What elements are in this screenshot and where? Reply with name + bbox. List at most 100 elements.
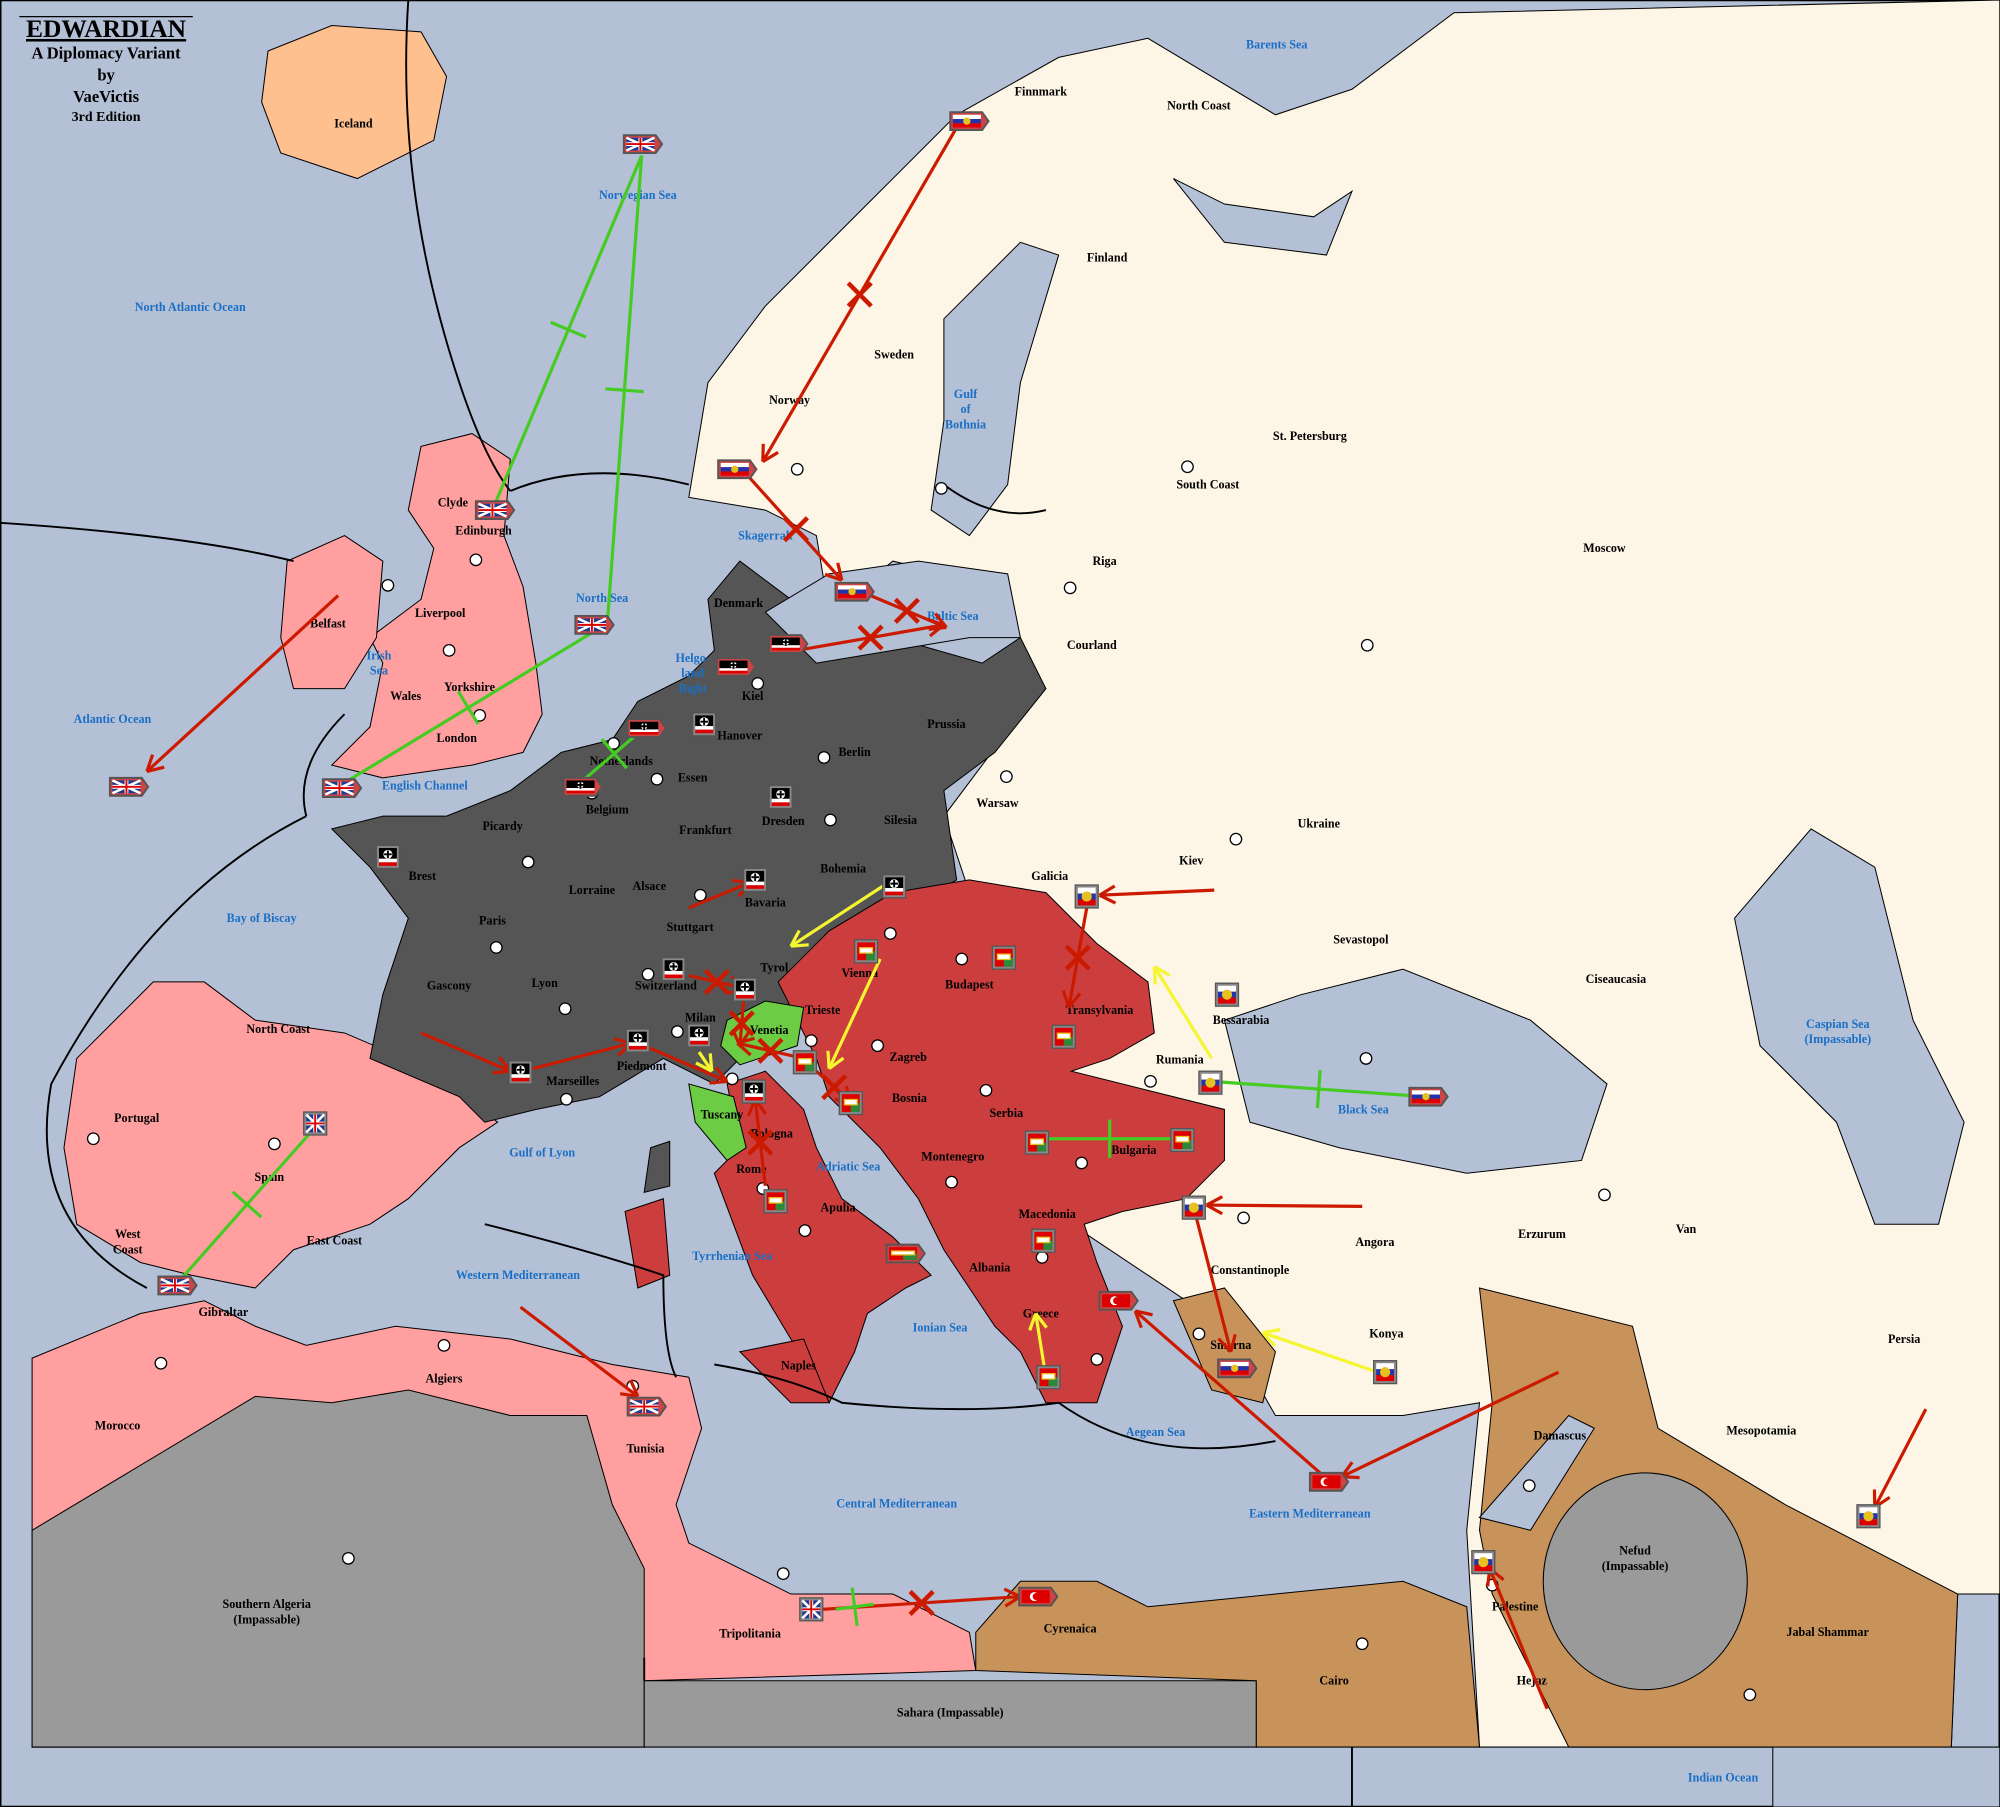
german-iron-cross-flag-icon[interactable] xyxy=(562,776,604,797)
inland-seas xyxy=(764,178,2000,1807)
turkish-crescent-flag-icon[interactable] xyxy=(1098,1290,1139,1311)
failed-order-cross xyxy=(747,1129,774,1156)
move-arrow-head xyxy=(1133,1310,1143,1329)
austro-hungarian-flag-icon[interactable] xyxy=(838,1090,863,1116)
land-label: Gibraltar xyxy=(198,1305,248,1319)
russian-flag-icon[interactable] xyxy=(717,459,758,480)
russian-flag-icon[interactable] xyxy=(1198,1070,1223,1095)
land-label: Picardy xyxy=(482,819,522,833)
support-arrow-head xyxy=(1262,1328,1281,1335)
land-label: Marseilles xyxy=(546,1074,599,1088)
german-iron-cross-flag-icon[interactable] xyxy=(626,718,668,739)
german-iron-cross-flag-icon[interactable] xyxy=(661,957,686,982)
supply-centers xyxy=(86,460,1757,1702)
land-label: Tyrol xyxy=(760,961,788,975)
german-iron-cross-flag-icon[interactable] xyxy=(768,634,809,654)
german-iron-cross-flag-icon[interactable] xyxy=(508,1060,533,1085)
sea-label: Barents Sea xyxy=(1246,37,1307,51)
austro-hungarian-flag-icon[interactable] xyxy=(885,1243,926,1264)
land-label: Montenegro xyxy=(921,1149,984,1163)
support-arrow-head xyxy=(1153,965,1171,977)
german-iron-cross-flag-icon[interactable] xyxy=(692,712,717,737)
supply-center-dot xyxy=(824,813,837,827)
austro-hungarian-flag-icon[interactable] xyxy=(1036,1365,1061,1390)
supply-center-dot xyxy=(607,737,620,750)
supply-center-dot xyxy=(725,1072,739,1086)
move-arrow xyxy=(1488,1567,1549,1710)
austro-hungarian-flag-icon[interactable] xyxy=(1031,1228,1056,1253)
caspian-sea xyxy=(1733,828,1965,1225)
support-arrow-head xyxy=(828,1056,845,1070)
turkish-crescent-flag-icon[interactable] xyxy=(1018,1586,1059,1607)
union-jack-flag-icon[interactable] xyxy=(108,776,150,797)
land-label: Dresden xyxy=(762,814,805,828)
sea-label: North Sea xyxy=(576,591,628,605)
austro-hungarian-flag-icon[interactable] xyxy=(1024,1130,1050,1155)
iceland xyxy=(261,24,448,180)
supply-center-dot xyxy=(558,1002,572,1016)
move-arrow-head xyxy=(1217,1337,1232,1353)
german-iron-cross-flag-icon[interactable] xyxy=(686,1023,712,1048)
sea-border-line xyxy=(405,0,512,492)
union-jack-flag-icon[interactable] xyxy=(474,500,516,520)
russian-flag-icon[interactable] xyxy=(1373,1360,1398,1385)
land-label: Hanover xyxy=(717,729,763,743)
land-label: Erzurum xyxy=(1518,1227,1566,1241)
german-iron-cross-flag-icon[interactable] xyxy=(732,977,758,1002)
union-jack-flag-icon[interactable] xyxy=(622,134,664,154)
sea-label: Ionian Sea xyxy=(913,1320,968,1334)
land-label: Denmark xyxy=(714,596,763,610)
union-jack-flag-icon[interactable] xyxy=(574,614,615,635)
supply-center-dot xyxy=(1192,1327,1206,1341)
land-label: Warsaw xyxy=(976,796,1019,810)
austro-hungarian-flag-icon[interactable] xyxy=(1051,1024,1076,1049)
german-iron-cross-flag-icon[interactable] xyxy=(768,784,793,810)
russian-flag-icon[interactable] xyxy=(1181,1195,1206,1220)
german-iron-cross-flag-icon[interactable] xyxy=(715,657,757,677)
land-label: Belgium xyxy=(586,803,629,817)
austro-hungarian-flag-icon[interactable] xyxy=(763,1189,788,1214)
austro-hungarian-flag-icon[interactable] xyxy=(792,1050,818,1075)
austro-hungarian-flag-icon[interactable] xyxy=(853,939,879,964)
land-label: Rumania xyxy=(1156,1053,1204,1067)
german-iron-cross-flag-icon[interactable] xyxy=(743,867,768,893)
land-label: Palestine xyxy=(1492,1600,1539,1614)
union-jack-flag-icon[interactable] xyxy=(321,778,363,798)
german-iron-cross-flag-icon[interactable] xyxy=(882,874,907,899)
german-iron-cross-flag-icon[interactable] xyxy=(625,1028,650,1053)
russian-flag-icon[interactable] xyxy=(949,111,990,132)
region-labels: Iceland Finnmark North Coast Finland Sweden N… xyxy=(74,37,1921,1784)
land-label: Silesia xyxy=(884,813,917,827)
land-label: Gascony xyxy=(427,979,471,993)
map-author: VaeVictis xyxy=(73,87,139,106)
german-iron-cross-flag-icon[interactable] xyxy=(741,1079,766,1104)
german-iron-cross-flag-icon[interactable] xyxy=(375,844,401,870)
russian-flag-icon[interactable] xyxy=(1074,884,1099,909)
russian-flag-icon[interactable] xyxy=(1408,1086,1449,1107)
russian-flag-icon[interactable] xyxy=(1217,1358,1258,1379)
austro-hungarian-flag-icon[interactable] xyxy=(991,945,1016,970)
russian-flag-icon[interactable] xyxy=(1471,1550,1496,1575)
land-label: Rome xyxy=(736,1162,767,1176)
sea-label: Gulf of Lyon xyxy=(509,1146,575,1160)
union-jack-flag-icon[interactable] xyxy=(303,1111,328,1136)
sea-label: Atlantic Ocean xyxy=(74,712,152,726)
germany-france xyxy=(330,560,1047,1123)
russian-flag-icon[interactable] xyxy=(834,581,875,602)
land-regions xyxy=(31,0,2000,1748)
austro-hungarian-flag-icon[interactable] xyxy=(1170,1127,1195,1153)
union-jack-flag-icon[interactable] xyxy=(157,1275,198,1296)
move-arrow-head xyxy=(736,1036,755,1045)
turkish-crescent-flag-icon[interactable] xyxy=(1308,1471,1350,1492)
russian-flag-icon[interactable] xyxy=(1856,1504,1881,1529)
land-label: Tuscany xyxy=(701,1107,744,1121)
land-label: Essen xyxy=(678,771,708,785)
union-jack-flag-icon[interactable] xyxy=(626,1396,668,1417)
units xyxy=(108,111,1881,1622)
supply-center-dot xyxy=(776,1567,790,1581)
land-label: Piedmont xyxy=(617,1059,667,1073)
convoy-line-tick xyxy=(456,690,480,725)
move-arrow-head xyxy=(709,1079,728,1085)
russian-flag-icon[interactable] xyxy=(1214,982,1240,1007)
union-jack-flag-icon[interactable] xyxy=(799,1597,824,1622)
